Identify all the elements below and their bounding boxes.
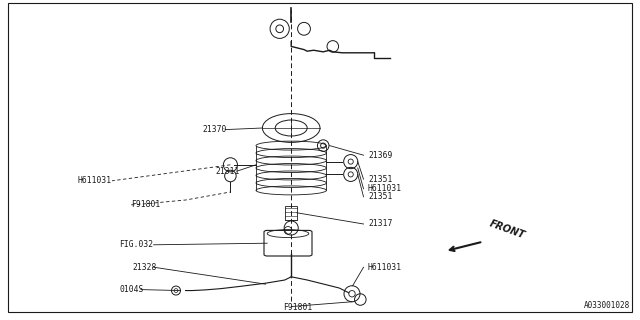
Text: 0104S: 0104S <box>120 285 144 294</box>
Bar <box>285 206 297 220</box>
Text: 21370: 21370 <box>203 125 227 134</box>
Text: 21369: 21369 <box>368 151 392 160</box>
Text: F91801: F91801 <box>131 200 161 209</box>
Text: FIG.032: FIG.032 <box>120 240 154 249</box>
Text: H611031: H611031 <box>368 184 402 193</box>
Text: H611031: H611031 <box>368 263 402 272</box>
Text: F91801: F91801 <box>283 303 312 312</box>
Text: 21351: 21351 <box>368 192 392 201</box>
Text: H611031: H611031 <box>78 176 112 185</box>
Text: FRONT: FRONT <box>488 219 526 241</box>
Text: 21311: 21311 <box>216 167 240 176</box>
Text: 21317: 21317 <box>368 220 392 228</box>
Text: 21328: 21328 <box>132 263 157 272</box>
Text: A033001028: A033001028 <box>584 301 630 310</box>
Text: 21351: 21351 <box>368 175 392 184</box>
